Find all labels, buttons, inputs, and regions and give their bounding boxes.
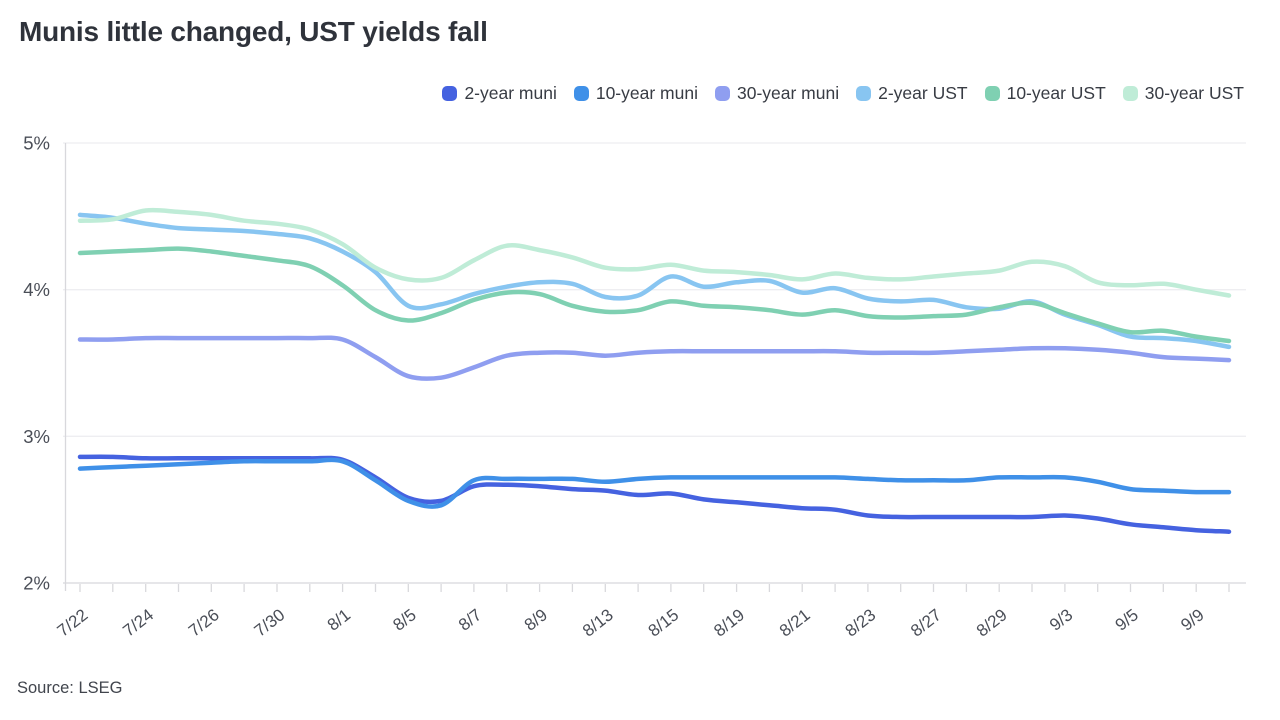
legend-swatch [984,86,1000,101]
x-axis-label: 8/15 [645,605,683,640]
x-axis-label: 8/23 [842,605,880,640]
legend-item-2-year-ust: 2-year UST [856,83,968,104]
x-axis-label: 8/13 [579,605,617,640]
series-line-10-year-ust [77,246,1232,344]
x-axis-label: 8/1 [324,605,354,635]
x-axis-label: 8/21 [776,605,814,640]
x-axis-label: 9/5 [1112,605,1142,635]
legend-swatch [442,86,458,101]
x-axis-label: 7/30 [251,605,289,640]
legend-item-30-year-muni: 30-year muni [714,83,840,104]
y-axis-label: 4% [23,279,50,300]
legend-item-10-year-muni: 10-year muni [573,83,698,104]
legend-label: 10-year muni [595,83,698,103]
x-axis-label: 7/26 [185,605,223,640]
legend-label: 10-year UST [1006,83,1106,103]
legend-item-30-year-ust: 30-year UST [1122,83,1244,104]
x-axis-label: 9/3 [1046,605,1076,635]
x-axis-label: 8/19 [710,605,748,640]
legend-item-2-year-muni: 2-year muni [442,83,557,104]
x-axis-label: 8/9 [521,605,551,635]
x-axis-label: 8/5 [389,605,419,635]
legend-swatch [714,86,730,101]
series-line-2-year-ust [77,212,1232,350]
x-axis-label: 8/29 [973,605,1011,640]
source-note: Source: LSEG [17,679,123,697]
y-axis-label: 3% [23,426,50,447]
x-axis-label: 8/27 [907,605,945,640]
x-axis-label: 7/24 [119,605,157,640]
y-axis-label: 5% [23,133,50,154]
legend-item-10-year-ust: 10-year UST [984,83,1106,104]
legend-swatch [1122,86,1138,101]
legend-label: 2-year UST [878,83,968,103]
legend-swatch [856,86,872,101]
x-axis-label: 7/22 [54,605,92,640]
y-axis-label: 2% [23,573,50,594]
legend-label: 30-year muni [736,83,840,103]
page-title: Munis little changed, UST yields fall [19,16,488,47]
x-axis-label: 9/9 [1177,605,1207,635]
series-line-30-year-muni [77,335,1232,381]
legend-label: 2-year muni [464,83,557,103]
chart-legend: 2-year muni 10-year muni 30-year muni 2-yea… [442,83,1244,104]
legend-label: 30-year UST [1144,83,1244,103]
x-axis-label: 8/7 [455,605,485,635]
legend-swatch [573,86,589,101]
series-line-30-year-ust [77,207,1232,298]
series-line-10-year-muni [77,457,1232,509]
series-line-2-year-muni [77,454,1232,534]
